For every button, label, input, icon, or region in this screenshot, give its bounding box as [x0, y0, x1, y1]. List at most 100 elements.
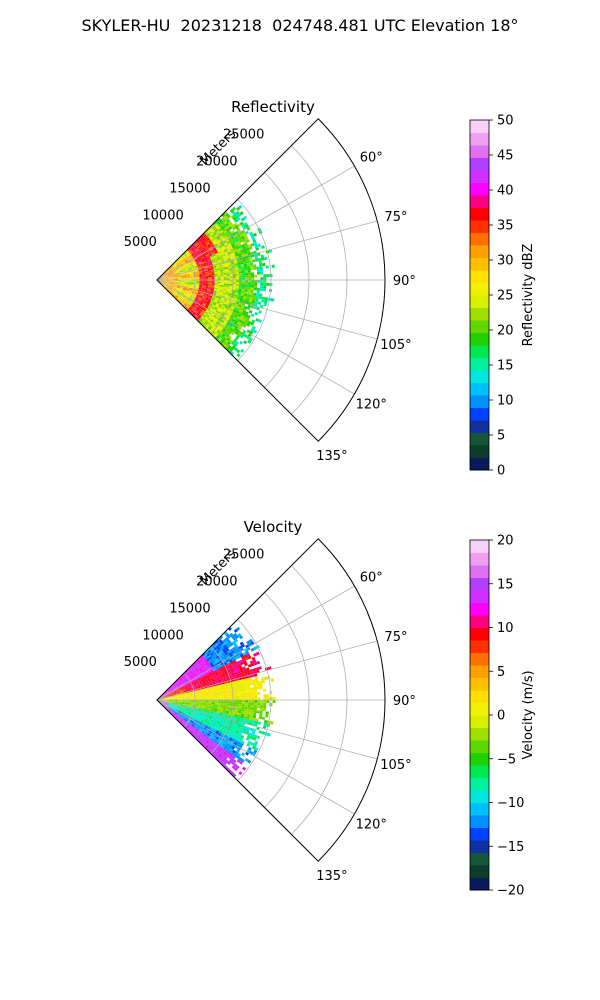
velocity-cell: [187, 700, 191, 702]
reflectivity-cell: [219, 224, 224, 229]
reflectivity-cell: [214, 287, 218, 290]
reflectivity-cell: [176, 298, 180, 301]
reflectivity-cell: [220, 280, 224, 282]
velocity-cell: [174, 692, 178, 695]
colorbar-segment: [470, 765, 489, 778]
reflectivity-cell: [220, 339, 225, 343]
velocity-cell: [192, 681, 196, 684]
reflectivity-cell: [193, 311, 197, 315]
reflectivity-cell: [179, 289, 182, 292]
reflectivity-cell: [219, 326, 224, 330]
velocity-cell: [224, 670, 228, 674]
reflectivity-cell: [184, 265, 188, 268]
reflectivity-cell: [171, 284, 175, 286]
reflectivity-cell: [193, 300, 198, 303]
reflectivity-cell: [165, 274, 169, 277]
velocity-cell: [250, 689, 254, 693]
velocity-cell: [248, 700, 252, 703]
reflectivity-cell: [167, 271, 170, 274]
velocity-cell: [235, 708, 239, 711]
reflectivity-cell: [182, 301, 186, 304]
velocity-cell: [195, 691, 199, 693]
reflectivity-cell: [197, 305, 202, 309]
reflectivity-cell: [232, 302, 236, 306]
velocity-cell: [250, 707, 254, 711]
velocity-cell: [228, 657, 232, 661]
reflectivity-cell: [220, 231, 225, 236]
velocity-cell: [225, 686, 230, 690]
reflectivity-cell: [238, 231, 243, 235]
velocity-cell: [237, 662, 242, 667]
velocity-cell: [207, 671, 212, 674]
reflectivity-cell: [224, 216, 229, 221]
reflectivity-cell: [237, 262, 241, 265]
reflectivity-cell: [216, 308, 221, 312]
reflectivity-cell: [174, 272, 178, 274]
reflectivity-cell: [222, 293, 226, 297]
reflectivity-cell: [201, 288, 205, 291]
reflectivity-cell: [220, 281, 224, 284]
velocity-cell: [227, 655, 231, 659]
reflectivity-cell: [192, 254, 196, 257]
reflectivity-cell: [247, 289, 251, 293]
reflectivity-cell: [241, 268, 245, 272]
velocity-cell: [190, 694, 194, 696]
reflectivity-cell: [209, 253, 213, 257]
velocity-cell: [169, 688, 172, 692]
reflectivity-cell: [233, 222, 238, 227]
reflectivity-cell: [195, 308, 199, 312]
reflectivity-cell: [184, 276, 188, 278]
reflectivity-cell: [220, 273, 224, 275]
reflectivity-cell: [170, 265, 173, 268]
velocity-cell: [244, 690, 248, 694]
reflectivity-cell: [240, 293, 245, 297]
velocity-cell: [191, 673, 195, 676]
velocity-cell: [167, 691, 170, 694]
velocity-cell: [173, 684, 176, 687]
velocity-cell: [239, 697, 243, 700]
velocity-cell: [196, 694, 200, 696]
velocity-cell: [184, 702, 188, 704]
velocity-cell: [194, 672, 198, 676]
velocity-cell: [209, 682, 213, 685]
reflectivity-cell: [214, 286, 218, 288]
reflectivity-cell: [222, 290, 227, 293]
velocity-cell: [223, 644, 227, 649]
reflectivity-cell: [190, 256, 194, 260]
reflectivity-cell: [173, 288, 176, 291]
reflectivity-cell: [218, 245, 222, 249]
velocity-cell: [180, 693, 184, 695]
reflectivity-cell: [193, 256, 197, 259]
reflectivity-cell: [194, 258, 198, 261]
velocity-cell: [178, 680, 182, 684]
reflectivity-cell: [207, 290, 211, 293]
reflectivity-cell: [223, 285, 227, 288]
velocity-cell: [243, 660, 247, 664]
velocity-cell: [190, 702, 194, 704]
reflectivity-cell: [177, 283, 181, 285]
velocity-cell: [239, 653, 244, 658]
velocity-cell: [186, 682, 190, 685]
velocity-cell: [226, 638, 231, 643]
velocity-cell: [206, 683, 210, 686]
velocity-cell: [207, 687, 211, 690]
reflectivity-cell: [202, 286, 206, 288]
velocity-cell: [246, 682, 251, 686]
reflectivity-cell: [266, 274, 270, 278]
reflectivity-cell: [168, 284, 171, 287]
reflectivity-cell: [168, 274, 172, 277]
reflectivity-cell: [166, 270, 170, 273]
reflectivity-cell: [164, 272, 167, 275]
velocity-cell: [251, 656, 256, 661]
reflectivity-cell: [166, 287, 170, 290]
reflectivity-cell: [229, 278, 233, 280]
reflectivity-cell: [247, 287, 251, 290]
reflectivity-cell: [199, 275, 203, 277]
reflectivity-cell: [174, 292, 177, 295]
velocity-cell: [238, 706, 242, 709]
velocity-cell: [253, 686, 257, 690]
reflectivity-cell: [198, 288, 202, 291]
velocity-cell: [222, 687, 227, 690]
reflectivity-cell: [168, 274, 172, 276]
reflectivity-cell: [227, 262, 232, 265]
